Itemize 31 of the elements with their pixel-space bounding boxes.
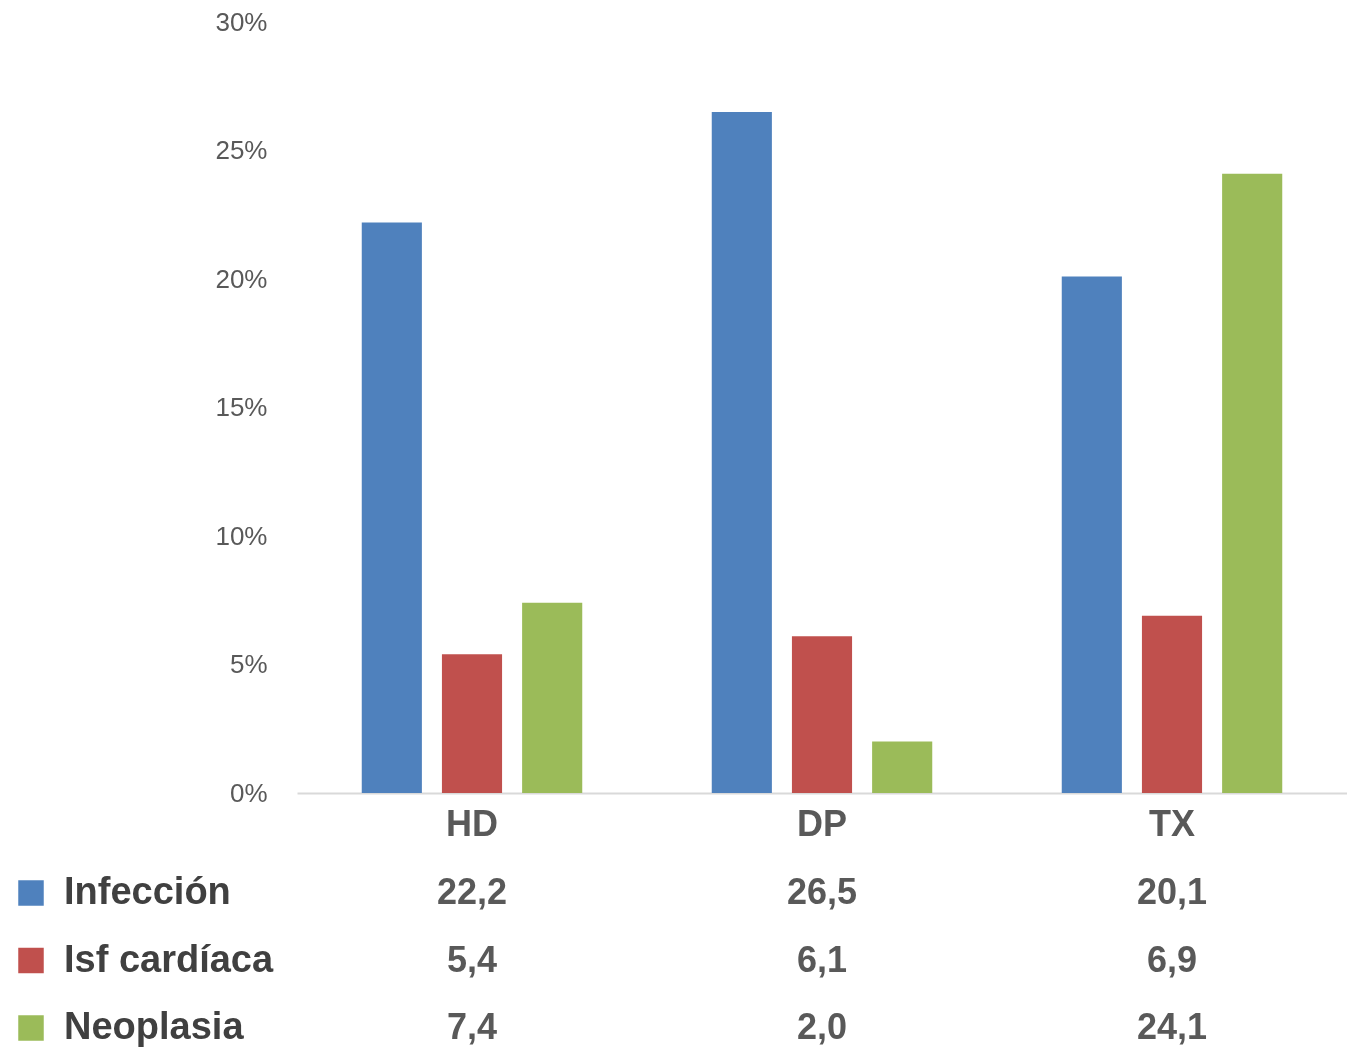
bar (872, 741, 933, 793)
legend-label: Infección (64, 870, 231, 912)
bar (1141, 615, 1203, 793)
y-tick-label: 25% (215, 135, 268, 165)
data-label: 6,9 (1146, 938, 1198, 980)
legend-label: Isf cardíaca (64, 937, 274, 980)
data-label: 22,2 (436, 871, 508, 912)
bar (1222, 173, 1283, 793)
data-label: 26,5 (786, 871, 858, 912)
data-label: 6,1 (796, 938, 848, 980)
y-tick-label: 0% (229, 777, 268, 808)
y-tick-label: 20% (215, 263, 268, 294)
x-tick-label: DP (796, 802, 848, 844)
x-tick-label: HD (446, 802, 498, 844)
data-label: 5,4 (446, 938, 498, 980)
bar (791, 636, 853, 793)
bar (441, 654, 503, 793)
y-tick-label: 15% (215, 392, 268, 422)
y-tick-label: 10% (215, 520, 268, 551)
bar (361, 222, 422, 793)
data-label: 20,1 (1136, 871, 1208, 912)
data-label: 7,4 (446, 1006, 498, 1047)
bar (1061, 276, 1122, 793)
data-label: 24,1 (1136, 1006, 1208, 1047)
bar (522, 602, 583, 793)
x-tick-label: TX (1148, 802, 1196, 844)
bar (711, 111, 772, 793)
data-label: 2,0 (796, 1006, 848, 1047)
legend-label: Neoplasia (64, 1005, 245, 1047)
y-tick-label: 30% (215, 6, 268, 37)
y-tick-label: 5% (229, 649, 268, 679)
